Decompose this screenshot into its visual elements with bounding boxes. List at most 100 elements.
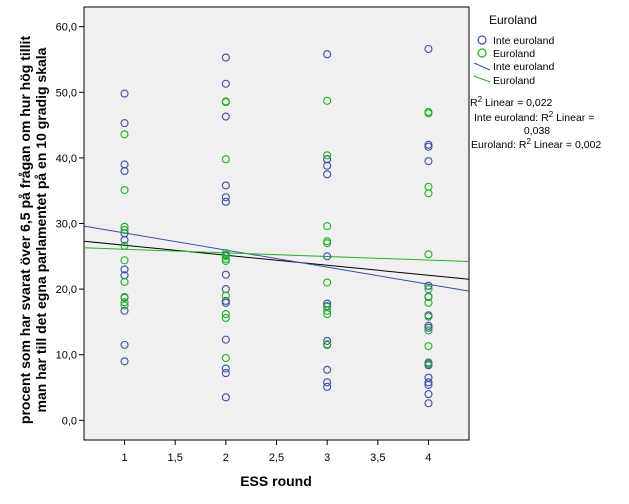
data-point xyxy=(221,369,230,378)
data-point xyxy=(120,226,129,235)
y-tick-label: 0,0 xyxy=(62,415,77,427)
legend-label-euro-line: Euroland xyxy=(493,75,535,87)
data-point xyxy=(120,277,129,286)
x-tick-label: 1 xyxy=(121,452,127,464)
fit-line xyxy=(83,240,470,280)
data-point xyxy=(221,197,230,206)
data-point xyxy=(323,222,332,231)
legend: Euroland Inte euroland Euroland Inte eur… xyxy=(473,13,554,87)
data-point xyxy=(120,298,129,307)
data-point xyxy=(323,252,332,261)
data-point xyxy=(221,364,230,373)
data-point xyxy=(323,50,332,59)
data-point xyxy=(424,312,433,321)
data-point xyxy=(120,306,129,315)
data-point xyxy=(120,292,129,302)
fit-line xyxy=(83,247,470,263)
data-point xyxy=(424,399,433,408)
fit-lines xyxy=(83,225,470,292)
data-points xyxy=(120,44,433,408)
data-point xyxy=(120,256,129,265)
data-point xyxy=(323,278,332,287)
data-point xyxy=(424,326,433,335)
data-point xyxy=(221,291,230,300)
data-point xyxy=(424,250,433,259)
data-point xyxy=(424,380,433,389)
data-point xyxy=(221,393,230,402)
legend-line-inte-icon xyxy=(473,62,491,71)
data-point xyxy=(120,222,129,231)
data-point xyxy=(120,357,129,366)
data-point xyxy=(424,109,433,118)
data-point xyxy=(221,256,230,265)
data-point xyxy=(323,378,332,387)
data-point xyxy=(323,161,332,170)
data-point xyxy=(323,151,332,160)
data-point xyxy=(323,306,332,315)
data-point xyxy=(221,248,230,258)
data-point xyxy=(120,185,129,195)
x-tick-label: 3,5 xyxy=(370,452,385,464)
data-point xyxy=(221,353,230,363)
data-point xyxy=(221,53,230,62)
y-axis-title: procent som har svarat över 6,5 på fråga… xyxy=(17,36,49,425)
data-point xyxy=(120,301,129,310)
data-point xyxy=(424,323,433,332)
data-point xyxy=(424,44,433,54)
data-point xyxy=(424,298,433,307)
r2-inte-value: 0,038 xyxy=(524,125,550,137)
legend-label-inte-line: Inte euroland xyxy=(493,61,554,73)
y-axis-title-line-1: procent som har svarat över 6,5 på fråga… xyxy=(17,36,33,425)
data-point xyxy=(323,336,332,345)
data-point xyxy=(221,155,230,164)
x-tick-label: 4 xyxy=(425,452,431,464)
legend-title: Euroland xyxy=(489,13,537,27)
data-point xyxy=(120,130,129,139)
y-tick-label: 60,0 xyxy=(56,22,77,34)
data-point xyxy=(120,89,129,98)
r2-total-annotation: R2 Linear = 0,022 xyxy=(470,95,553,109)
legend-marker-inte-icon xyxy=(477,35,487,45)
data-point xyxy=(424,142,433,151)
data-point xyxy=(221,98,230,107)
y-tick-label: 10,0 xyxy=(56,350,77,362)
data-point xyxy=(120,241,129,250)
data-point xyxy=(221,313,230,323)
data-point xyxy=(323,382,332,391)
axis-ticks: 1 1,5 2 2,5 3 3,5 40,010,020,030,040,050,060,0 xyxy=(56,22,432,464)
data-point xyxy=(323,309,332,319)
legend-marker-euro-icon xyxy=(477,48,487,58)
data-point xyxy=(120,166,129,176)
data-point xyxy=(424,390,433,399)
legend-label-inte-marker: Inte euroland xyxy=(493,35,554,47)
data-point xyxy=(424,359,433,368)
plot-area xyxy=(83,6,470,441)
data-point xyxy=(323,170,332,179)
data-point xyxy=(424,378,433,387)
legend-line-euro-icon xyxy=(473,75,491,83)
r2-euro-annotation: Euroland: R2 Linear = 0,002 xyxy=(471,137,601,151)
data-point xyxy=(221,270,230,279)
legend-label-euro-marker: Euroland xyxy=(493,48,535,60)
data-point xyxy=(424,281,433,290)
data-point xyxy=(424,189,433,198)
data-point xyxy=(424,157,433,166)
data-point xyxy=(221,335,230,344)
data-point xyxy=(221,193,230,202)
x-tick-label: 2 xyxy=(223,452,229,464)
x-tick-label: 3 xyxy=(324,452,330,464)
data-point xyxy=(323,365,332,374)
x-tick-label: 2,5 xyxy=(269,452,284,464)
y-tick-label: 40,0 xyxy=(56,153,77,165)
y-tick-label: 30,0 xyxy=(56,219,77,231)
y-tick-label: 50,0 xyxy=(56,87,77,99)
data-point xyxy=(424,342,433,351)
y-axis-title-line-2: man har till det egna parlamentet på en … xyxy=(33,47,49,412)
data-point xyxy=(221,252,230,261)
x-axis-title: ESS round xyxy=(240,473,312,489)
data-point xyxy=(120,119,129,128)
data-point xyxy=(120,265,129,274)
data-point xyxy=(221,112,230,121)
data-point xyxy=(120,340,129,349)
